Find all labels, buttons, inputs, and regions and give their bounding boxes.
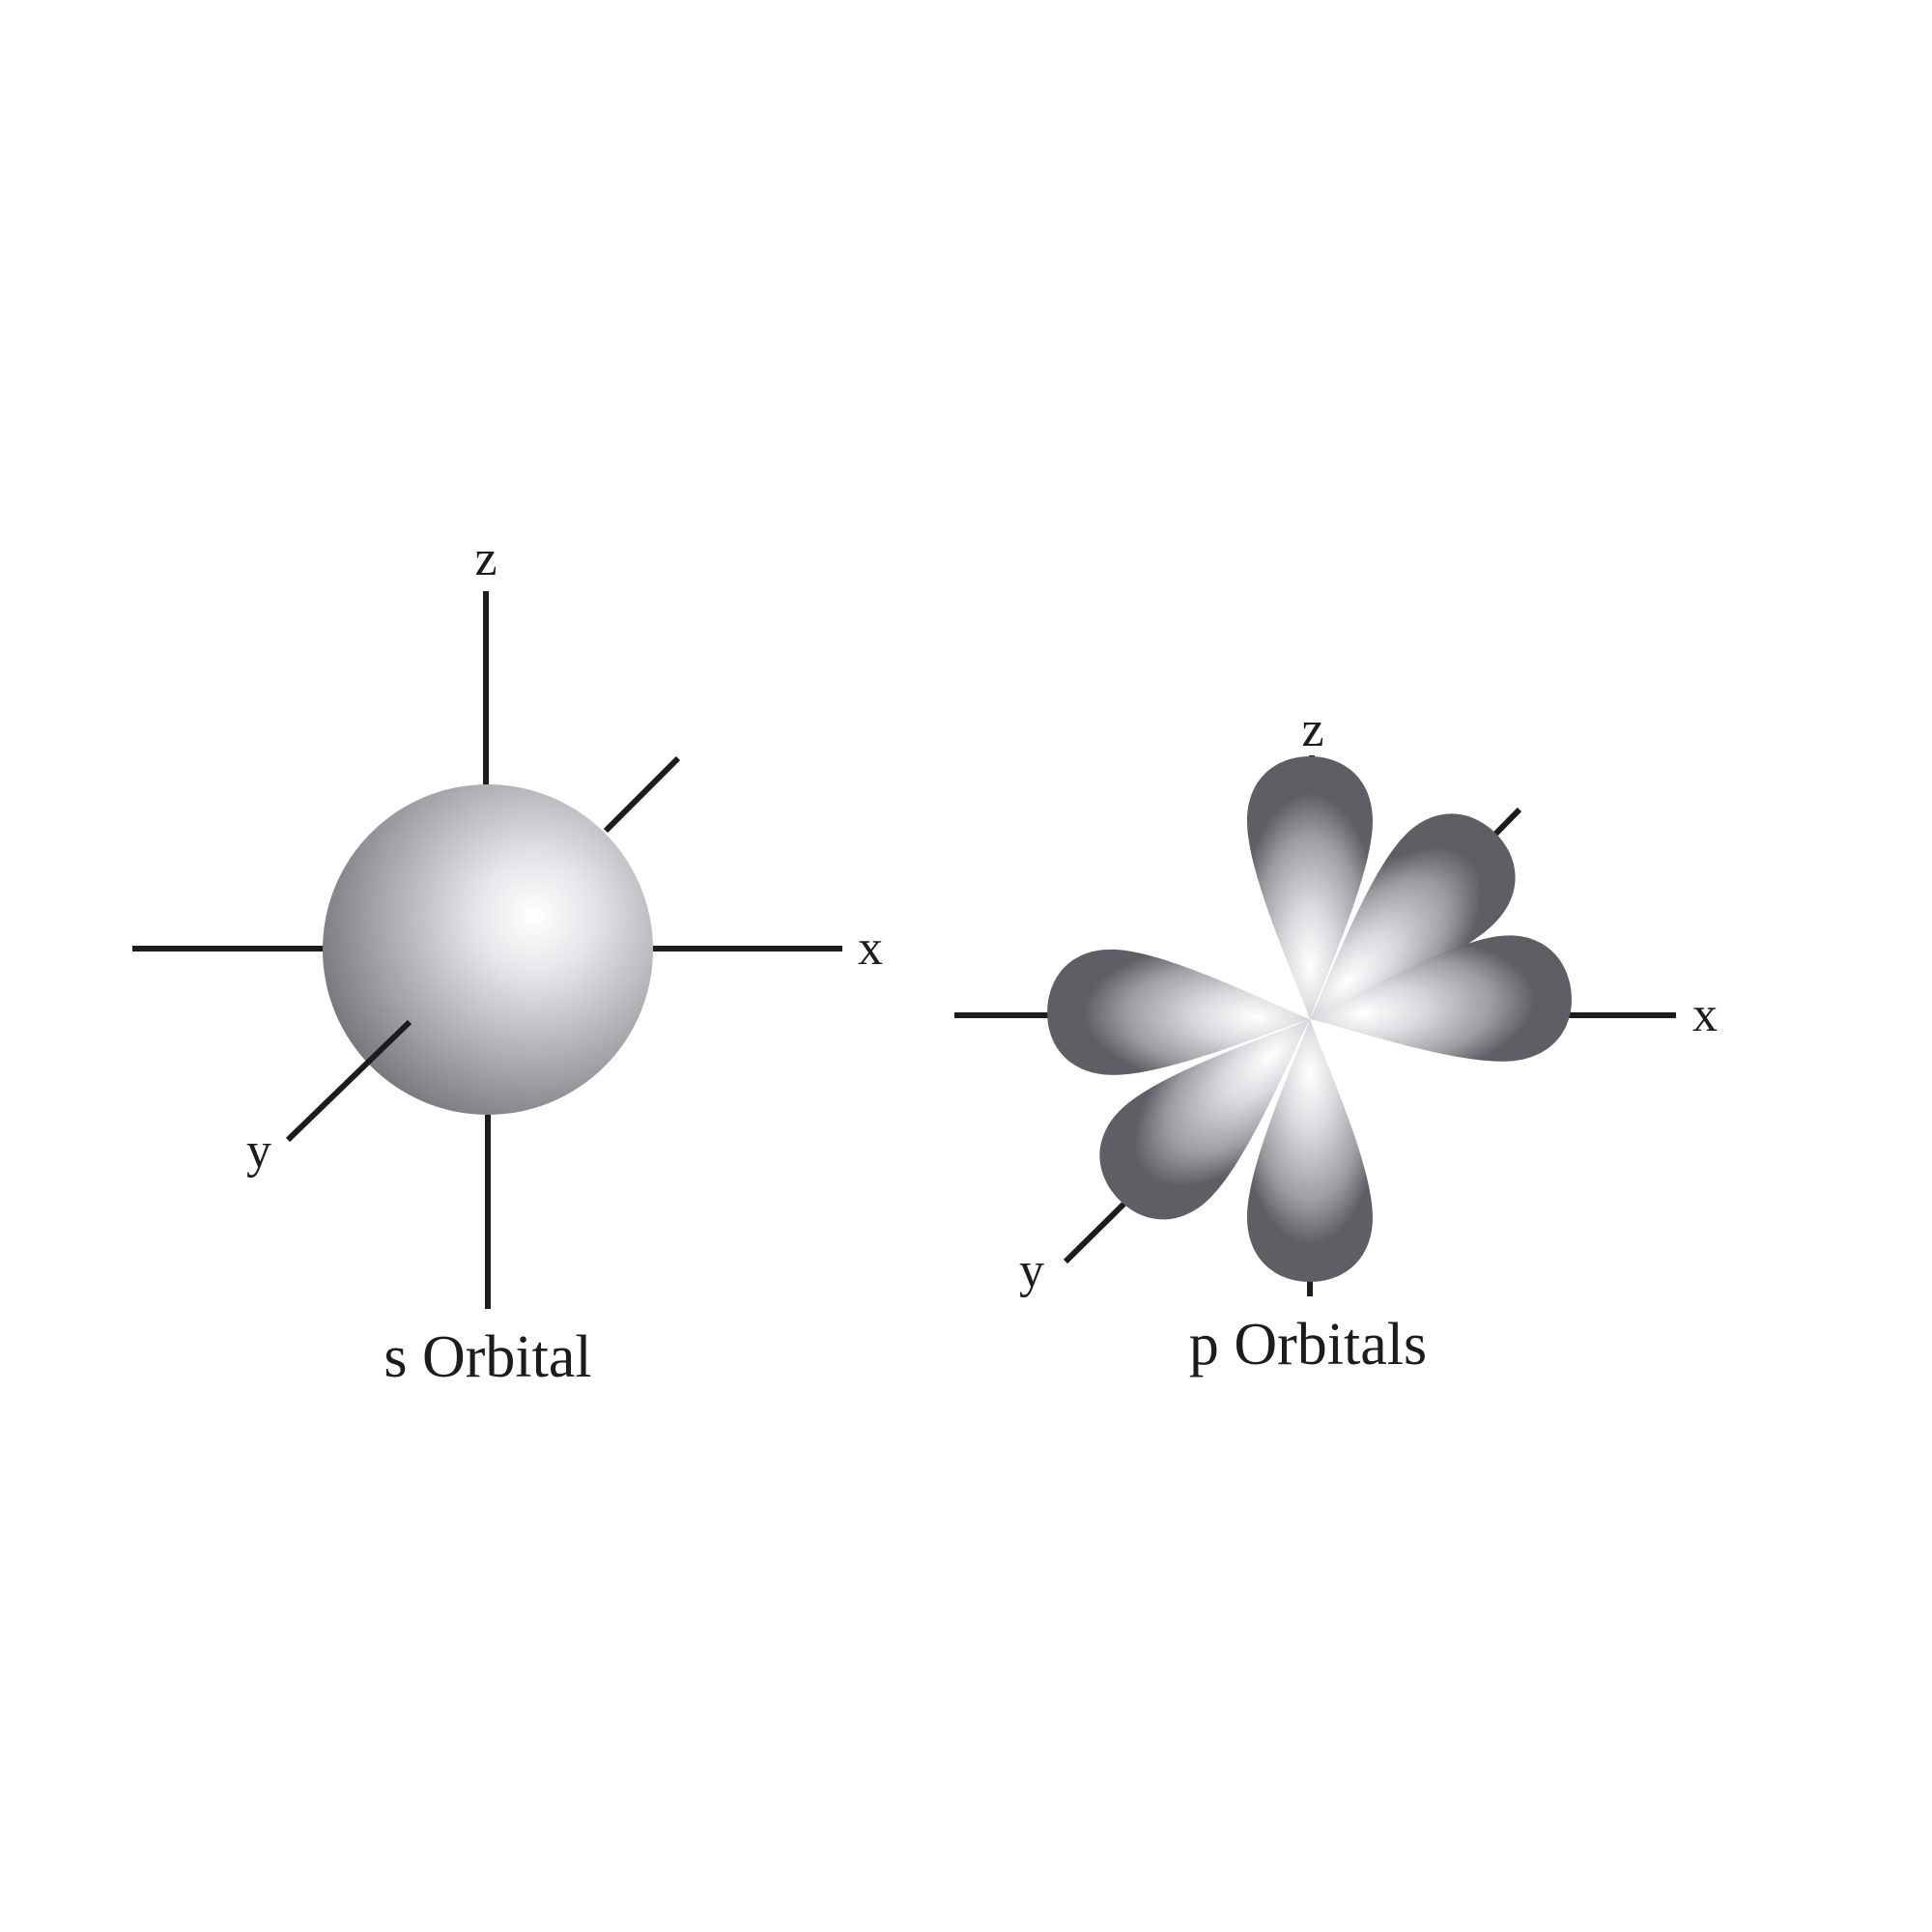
- p-y-axis-label: y: [1019, 1243, 1044, 1298]
- s-x-axis-label: x: [858, 921, 883, 976]
- s-z-axis-label: z: [474, 531, 497, 586]
- p-z-axis-label: z: [1301, 702, 1323, 757]
- s-orbital-diagram: z x y s Orbital: [132, 531, 883, 1390]
- p-x-axis-label: x: [1692, 987, 1718, 1042]
- s-y-axis-back: [603, 755, 681, 834]
- s-y-axis-label: y: [246, 1123, 271, 1179]
- s-y-axis-front: [285, 1019, 412, 1143]
- s-orbital-sphere: [323, 784, 653, 1115]
- p-orbitals-diagram: z x y p Orbitals: [954, 702, 1718, 1378]
- s-orbital-caption: s Orbital: [384, 1324, 591, 1390]
- p-orbitals-caption: p Orbitals: [1189, 1312, 1427, 1378]
